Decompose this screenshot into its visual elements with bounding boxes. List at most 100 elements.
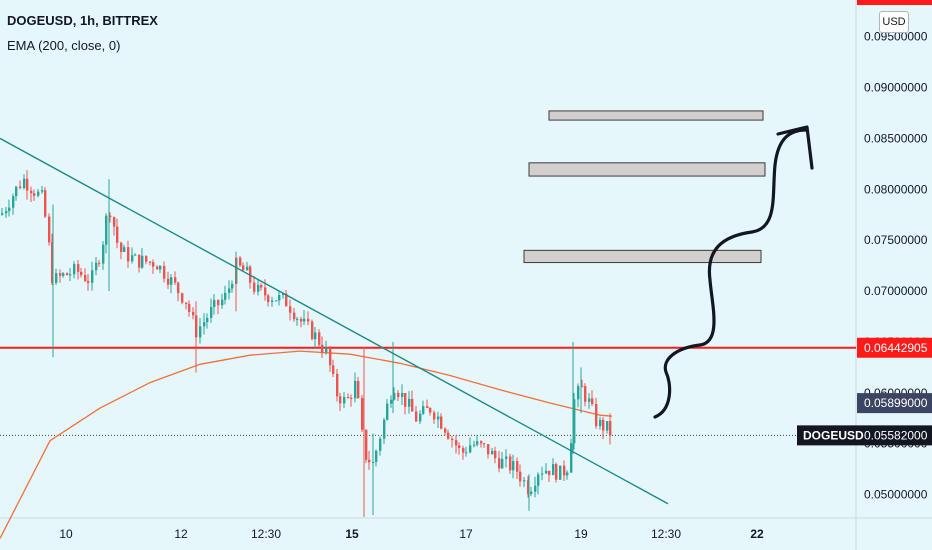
candle-body[interactable] bbox=[426, 406, 429, 408]
candle-body[interactable] bbox=[548, 470, 551, 476]
candle-body[interactable] bbox=[512, 461, 515, 471]
candle-body[interactable] bbox=[437, 416, 440, 420]
candle-body[interactable] bbox=[429, 407, 432, 413]
candle-body[interactable] bbox=[545, 470, 548, 474]
candle-body[interactable] bbox=[329, 347, 332, 366]
candle-body[interactable] bbox=[336, 373, 339, 397]
candle-body[interactable] bbox=[224, 292, 227, 300]
candle-body[interactable] bbox=[289, 306, 292, 313]
candle-body[interactable] bbox=[606, 421, 609, 431]
candle-body[interactable] bbox=[311, 321, 314, 340]
candle-body[interactable] bbox=[541, 473, 544, 475]
candle-body[interactable] bbox=[210, 307, 213, 318]
candle-body[interactable] bbox=[401, 392, 404, 397]
candle-body[interactable] bbox=[581, 386, 584, 388]
candle-body[interactable] bbox=[206, 317, 209, 323]
candle-body[interactable] bbox=[109, 215, 112, 218]
candle-body[interactable] bbox=[141, 255, 144, 268]
candle-body[interactable] bbox=[473, 444, 476, 446]
candle-body[interactable] bbox=[383, 419, 386, 439]
candle-body[interactable] bbox=[30, 190, 33, 194]
candle-body[interactable] bbox=[408, 398, 411, 407]
candle-body[interactable] bbox=[275, 300, 278, 302]
candle-body[interactable] bbox=[433, 412, 436, 420]
candle-body[interactable] bbox=[87, 280, 90, 283]
candle-body[interactable] bbox=[296, 318, 299, 320]
candle-body[interactable] bbox=[487, 444, 490, 455]
candle-body[interactable] bbox=[347, 397, 350, 399]
candle-body[interactable] bbox=[257, 284, 260, 292]
candle-body[interactable] bbox=[203, 322, 206, 327]
candle-body[interactable] bbox=[192, 311, 195, 316]
projection-arrow-path[interactable] bbox=[653, 128, 808, 419]
candle-body[interactable] bbox=[354, 380, 357, 399]
candle-body[interactable] bbox=[8, 207, 11, 212]
symbol-price-tag[interactable] bbox=[797, 425, 857, 446]
candle-body[interactable] bbox=[397, 392, 400, 397]
candle-body[interactable] bbox=[98, 262, 101, 264]
candle-body[interactable] bbox=[563, 465, 566, 476]
candle-body[interactable] bbox=[231, 283, 234, 289]
candle-body[interactable] bbox=[422, 406, 425, 414]
candle-body[interactable] bbox=[217, 299, 220, 306]
candle-body[interactable] bbox=[325, 347, 328, 353]
candle-body[interactable] bbox=[303, 318, 306, 322]
candle-body[interactable] bbox=[365, 429, 368, 460]
candle-body[interactable] bbox=[318, 332, 321, 345]
candle-body[interactable] bbox=[33, 193, 36, 196]
descending-trendline[interactable] bbox=[0, 137, 669, 505]
candle-body[interactable] bbox=[404, 392, 407, 407]
candle-body[interactable] bbox=[264, 287, 267, 296]
candle-body[interactable] bbox=[5, 211, 8, 214]
candle-body[interactable] bbox=[573, 399, 576, 444]
candle-body[interactable] bbox=[476, 441, 479, 445]
price-label-box[interactable] bbox=[857, 337, 932, 358]
candle-body[interactable] bbox=[131, 255, 134, 262]
candle-body[interactable] bbox=[163, 265, 166, 279]
candle-body[interactable] bbox=[213, 299, 216, 308]
candle-body[interactable] bbox=[48, 216, 51, 243]
candle-body[interactable] bbox=[609, 421, 612, 436]
candle-body[interactable] bbox=[51, 242, 54, 283]
candle-body[interactable] bbox=[242, 265, 245, 271]
candle-body[interactable] bbox=[440, 416, 443, 429]
candle-body[interactable] bbox=[361, 398, 364, 430]
candle-body[interactable] bbox=[559, 465, 562, 480]
candle-body[interactable] bbox=[149, 261, 152, 263]
candle-body[interactable] bbox=[152, 262, 155, 267]
candle-body[interactable] bbox=[134, 254, 137, 256]
candle-body[interactable] bbox=[447, 432, 450, 439]
candle-body[interactable] bbox=[185, 302, 188, 304]
candle-body[interactable] bbox=[167, 278, 170, 285]
candle-body[interactable] bbox=[462, 448, 465, 453]
candle-body[interactable] bbox=[12, 196, 15, 208]
candle-body[interactable] bbox=[145, 255, 148, 262]
candle-body[interactable] bbox=[483, 443, 486, 445]
candle-body[interactable] bbox=[282, 293, 285, 295]
candle-body[interactable] bbox=[62, 273, 65, 276]
candle-body[interactable] bbox=[501, 458, 504, 469]
candle-body[interactable] bbox=[159, 265, 162, 270]
candle-body[interactable] bbox=[278, 294, 281, 301]
candle-body[interactable] bbox=[253, 282, 256, 292]
currency-button[interactable]: USD bbox=[879, 11, 909, 33]
candle-body[interactable] bbox=[41, 190, 44, 192]
candle-body[interactable] bbox=[465, 452, 468, 454]
candle-body[interactable] bbox=[170, 277, 173, 285]
candle-body[interactable] bbox=[285, 293, 288, 307]
candle-body[interactable] bbox=[455, 440, 458, 446]
candle-body[interactable] bbox=[419, 413, 422, 422]
candle-body[interactable] bbox=[127, 247, 130, 262]
candle-body[interactable] bbox=[411, 398, 414, 412]
candle-body[interactable] bbox=[332, 365, 335, 374]
candle-body[interactable] bbox=[221, 299, 224, 306]
price-label-box[interactable] bbox=[857, 425, 932, 446]
candle-body[interactable] bbox=[314, 332, 317, 340]
candle-body[interactable] bbox=[570, 443, 573, 473]
candle-body[interactable] bbox=[584, 386, 587, 402]
candle-body[interactable] bbox=[123, 247, 126, 252]
candle-body[interactable] bbox=[260, 284, 263, 288]
candle-body[interactable] bbox=[44, 190, 47, 217]
candle-body[interactable] bbox=[451, 438, 454, 441]
candle-body[interactable] bbox=[91, 270, 94, 283]
